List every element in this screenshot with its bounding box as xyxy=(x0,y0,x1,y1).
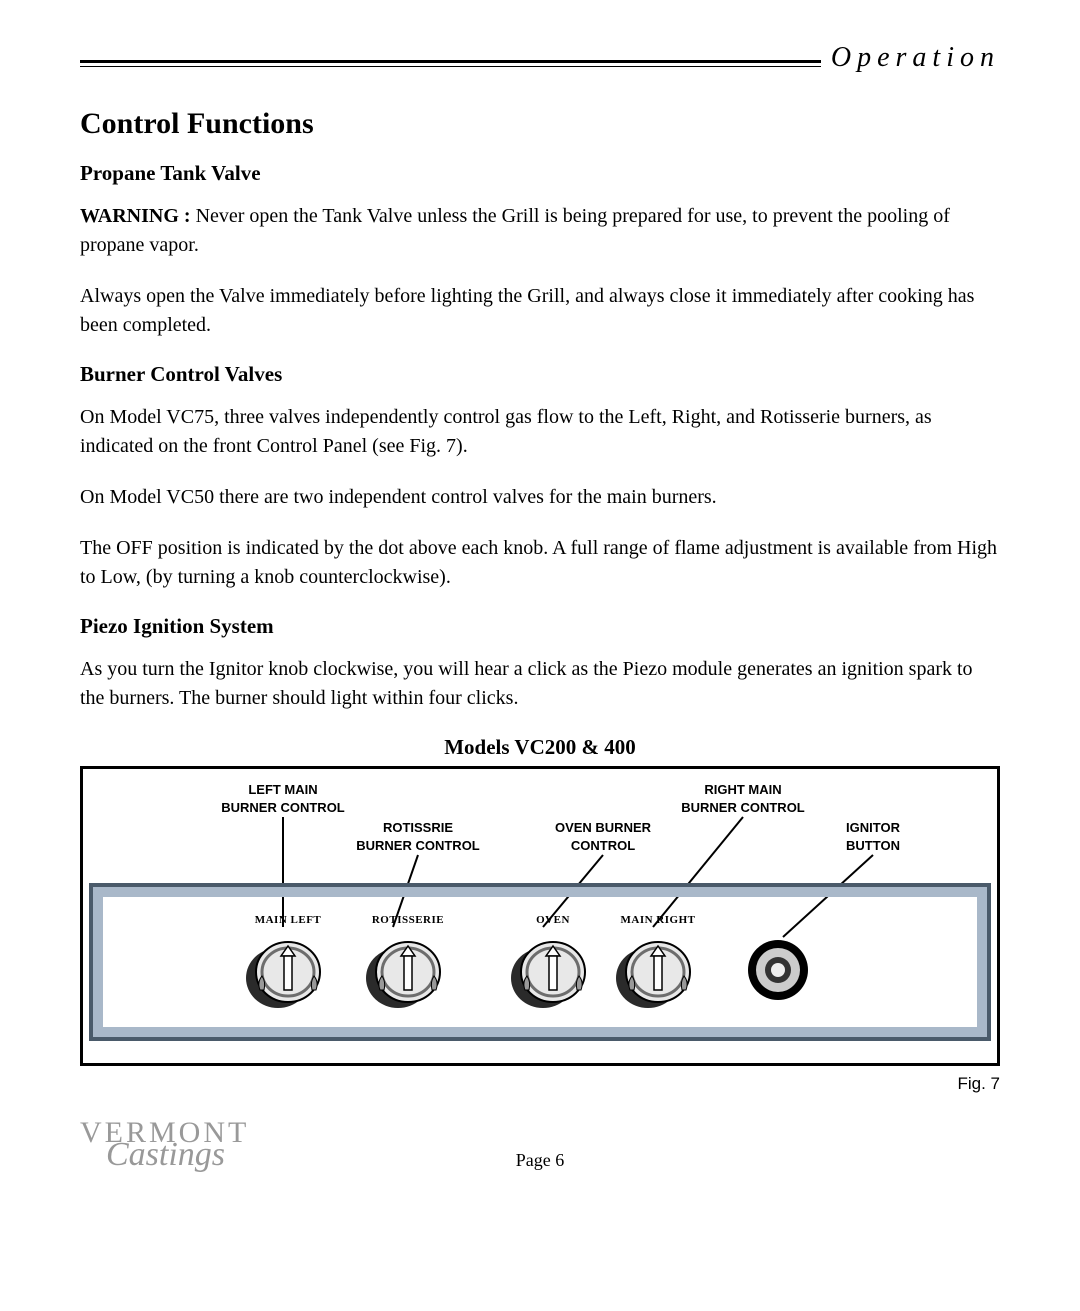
knob-rotisserie-icon xyxy=(363,930,453,1010)
label-ignitor: IGNITOR BUTTON xyxy=(813,819,933,854)
paragraph-vc50: On Model VC50 there are two independent … xyxy=(80,483,1000,512)
heading-control-functions: Control Functions xyxy=(80,107,1000,141)
warning-label: WARNING : xyxy=(80,205,191,227)
warning-body: Never open the Tank Valve unless the Gri… xyxy=(80,205,950,256)
control-panel-diagram: LEFT MAIN BURNER CONTROL ROTISSRIE BURNE… xyxy=(80,766,1000,1066)
knob-main-left-icon xyxy=(243,930,333,1010)
paragraph-off-position: The OFF position is indicated by the dot… xyxy=(80,534,1000,592)
section-header: Operation xyxy=(821,42,1000,74)
knob-main-right: MAIN RIGHT xyxy=(613,914,703,1010)
knob-oven-icon xyxy=(508,930,598,1010)
knob-main-right-icon xyxy=(613,930,703,1010)
brand-logo: VERMONT Castings xyxy=(80,1119,249,1171)
warning-paragraph: WARNING : Never open the Tank Valve unle… xyxy=(80,202,1000,260)
page-number: Page 6 xyxy=(516,1150,565,1171)
ignitor-button-icon xyxy=(743,935,813,1005)
label-oven: OVEN BURNER CONTROL xyxy=(523,819,683,854)
label-rotisserie: ROTISSRIE BURNER CONTROL xyxy=(333,819,503,854)
paragraph-vc75: On Model VC75, three valves independentl… xyxy=(80,403,1000,461)
header-rule: Operation xyxy=(80,60,1000,67)
paragraph-piezo: As you turn the Ignitor knob clockwise, … xyxy=(80,655,1000,713)
label-right-main: RIGHT MAIN BURNER CONTROL xyxy=(653,781,833,816)
knob-oven: OVEN xyxy=(508,914,598,1010)
label-left-main: LEFT MAIN BURNER CONTROL xyxy=(193,781,373,816)
paragraph-valve-usage: Always open the Valve immediately before… xyxy=(80,282,1000,340)
page-footer: VERMONT Castings Page 6 xyxy=(80,1119,1000,1171)
diagram-labels: LEFT MAIN BURNER CONTROL ROTISSRIE BURNE… xyxy=(93,777,987,887)
control-panel: MAIN LEFT ROTISSERIE xyxy=(93,887,987,1037)
diagram-title: Models VC200 & 400 xyxy=(80,735,1000,760)
heading-propane-tank-valve: Propane Tank Valve xyxy=(80,161,1000,186)
knob-main-left: MAIN LEFT xyxy=(243,914,333,1010)
knob-rotisserie: ROTISSERIE xyxy=(363,914,453,1010)
heading-burner-control-valves: Burner Control Valves xyxy=(80,362,1000,387)
ignitor-button xyxy=(743,935,813,1010)
figure-caption: Fig. 7 xyxy=(80,1074,1000,1094)
heading-piezo-ignition: Piezo Ignition System xyxy=(80,614,1000,639)
